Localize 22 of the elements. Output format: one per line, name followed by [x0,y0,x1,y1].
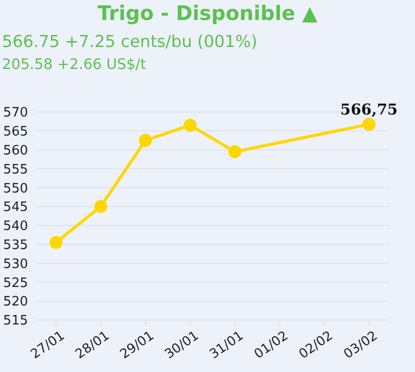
data-label: 566,75 [340,100,398,118]
point [362,118,376,131]
y-tick-label: 555 [3,162,28,178]
y-tick-label: 565 [3,124,28,140]
point [184,118,197,132]
y-tick-label: 570 [3,106,28,121]
text: 205.58 +2.66 US$/t [2,57,146,73]
y-tick-label: 530 [3,256,28,272]
point [138,134,152,147]
y-tick-label: 550 [3,181,28,196]
y-tick-label: 520 [3,294,28,310]
y-tick-label: 535 [3,238,28,253]
chart-title: Trigo - Disponible ▲ [96,1,319,25]
y-tick-label: 560 [3,143,28,158]
y-tick-label: 545 [3,200,28,216]
point [228,145,242,158]
y-tick-label: 540 [3,219,28,234]
y-tick-label: 525 [3,276,28,291]
point [50,236,62,249]
point [94,200,108,214]
chart-subtitle: 566.75 +7.25 cents/bu (001%) [2,32,258,51]
y-tick-label: 515 [3,314,28,329]
